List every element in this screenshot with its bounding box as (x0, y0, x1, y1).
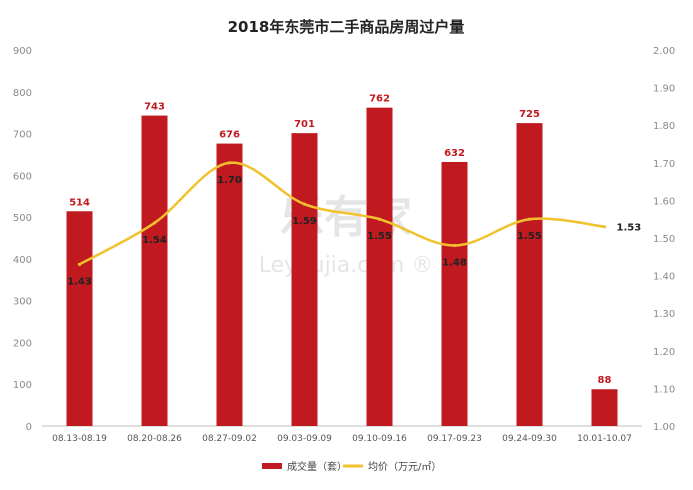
bar-value-label: 632 (444, 148, 465, 159)
bar-value-label: 88 (598, 375, 612, 386)
bar (441, 161, 468, 426)
line-point (152, 221, 157, 225)
line-value-label: 1.43 (67, 276, 92, 287)
y-left-tick-label: 600 (13, 171, 32, 182)
line-value-label: 1.70 (217, 175, 242, 186)
line-value-label: 1.55 (517, 231, 542, 242)
y-left-tick-label: 700 (13, 130, 32, 141)
line-point (302, 202, 307, 206)
y-right-tick-label: 1.60 (653, 196, 675, 207)
bar-value-label: 676 (219, 130, 240, 141)
bar (216, 143, 243, 427)
y-left-tick-label: 200 (13, 338, 32, 349)
y-left-tick-label: 300 (13, 297, 32, 308)
line-point (602, 225, 607, 229)
y-left-tick-label: 800 (13, 88, 32, 99)
y-right-tick-label: 1.40 (653, 272, 675, 283)
bar-value-label: 743 (144, 102, 165, 113)
y-right-tick-label: 1.20 (653, 347, 675, 358)
line-value-label: 1.48 (442, 258, 467, 269)
y-right-tick-label: 1.10 (653, 384, 675, 395)
x-tick-label: 08.20-08.26 (127, 434, 182, 444)
price-line (78, 161, 605, 266)
y-left-tick-label: 500 (13, 213, 32, 224)
bar (591, 389, 618, 426)
x-tick-label: 09.24-09.30 (502, 434, 557, 444)
line-value-label: 1.54 (142, 235, 167, 246)
y-left-tick-label: 0 (26, 422, 32, 433)
y-right-tick-label: 1.90 (653, 84, 675, 95)
legend-swatch-bar (262, 463, 282, 469)
x-tick-label: 10.01-10.07 (577, 434, 632, 444)
line-value-label: 1.55 (367, 231, 392, 242)
bar-value-label: 701 (294, 119, 315, 130)
bar-value-label: 725 (519, 109, 540, 120)
y-right-tick-label: 1.00 (653, 422, 675, 433)
y-right-tick-label: 1.70 (653, 159, 675, 170)
bar (66, 211, 93, 426)
x-tick-label: 09.17-09.23 (427, 434, 482, 444)
line-point (377, 217, 382, 221)
line-point (527, 217, 532, 221)
y-left-tick-label: 400 (13, 255, 32, 266)
chart-title: 2018年东莞市二手商品房周过户量 (228, 18, 465, 36)
line-point (227, 161, 232, 165)
line-point (77, 262, 82, 266)
y-right-tick-label: 1.50 (653, 234, 675, 245)
y-left-tick-label: 100 (13, 380, 32, 391)
bar (366, 107, 393, 427)
bar (516, 123, 543, 426)
line-value-label: 1.53 (617, 223, 642, 234)
watermark-logo: 乐有家 Leyoujia.com ® (259, 192, 434, 278)
line-point (452, 243, 457, 248)
line-value-label: 1.59 (292, 216, 317, 227)
y-left-tick-label: 900 (13, 46, 32, 57)
bar (291, 133, 318, 427)
bar-value-label: 762 (369, 94, 390, 105)
legend-label-line: 均价（万元/㎡） (368, 461, 441, 473)
svg-text:Leyoujia.com ®: Leyoujia.com ® (259, 253, 434, 278)
legend-label-bar: 成交量（套） (287, 460, 347, 473)
y-right-tick-label: 1.30 (653, 309, 675, 320)
bar (141, 115, 168, 426)
bar-value-label: 514 (69, 197, 90, 208)
y-right-tick-label: 1.80 (653, 121, 675, 132)
x-tick-label: 08.27-09.02 (202, 434, 257, 444)
x-tick-label: 09.03-09.09 (277, 434, 332, 444)
x-tick-label: 09.10-09.16 (352, 434, 407, 444)
x-tick-label: 08.13-08.19 (52, 434, 107, 444)
y-right-tick-label: 2.00 (653, 46, 675, 57)
